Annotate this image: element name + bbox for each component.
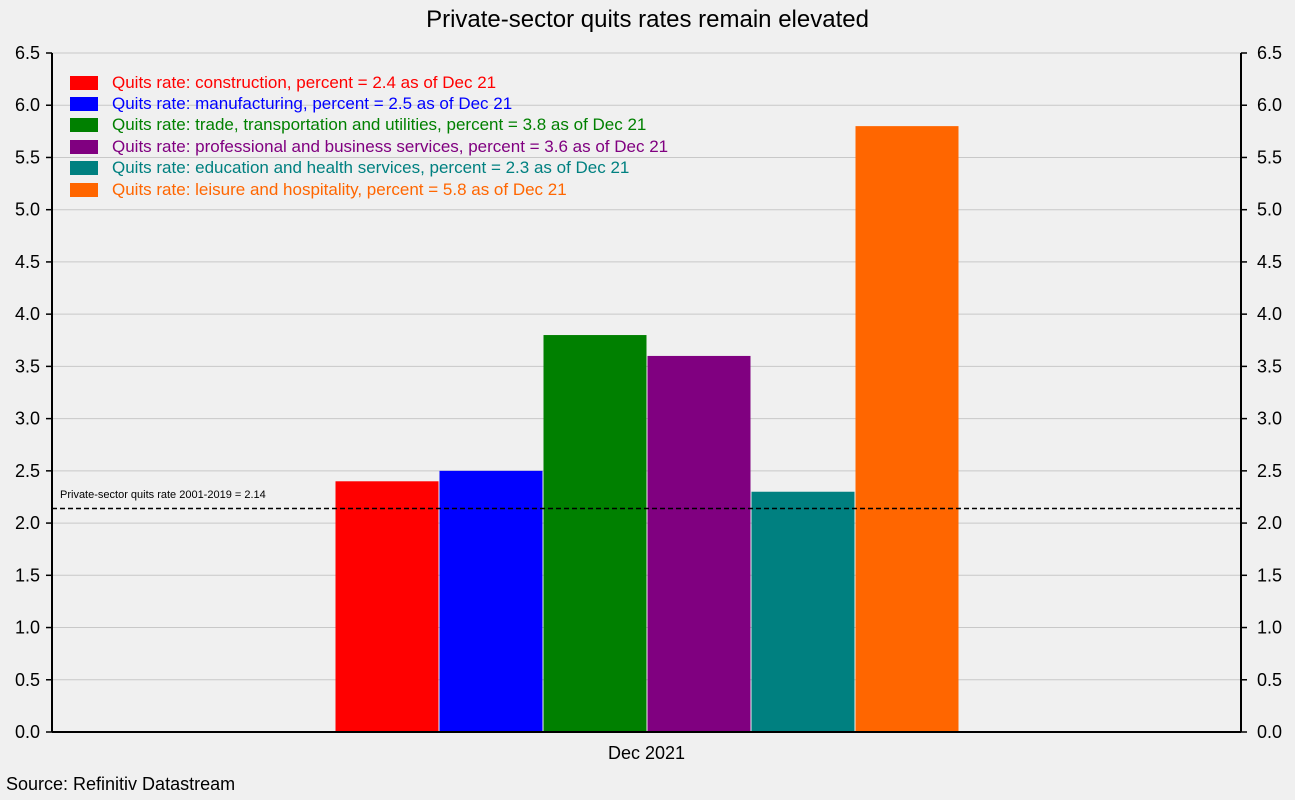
y-axis-right-ticks: 0.0 0.5 1.0 1.5 2.0 2.5 3.0 3.5 4.0 4.5 5.0 5.5 6.0 6…	[1241, 43, 1282, 742]
bar	[751, 491, 855, 732]
bar	[439, 470, 543, 732]
y-tick-label-left: 1.0	[15, 618, 40, 638]
y-tick-label-right: 3.5	[1257, 356, 1282, 376]
legend-swatch	[70, 182, 98, 197]
bar	[647, 355, 751, 732]
legend-label: Quits rate: construction, percent = 2.4 …	[112, 72, 497, 92]
reference-line-label: Private-sector quits rate 2001-2019 = 2.…	[60, 489, 266, 501]
y-tick-label-right: 4.0	[1257, 304, 1282, 324]
y-tick-label-right: 0.5	[1257, 670, 1282, 690]
y-tick-label-left: 0.0	[15, 722, 40, 742]
y-axis-left-ticks: 0.0 0.5 1.0 1.5 2.0 2.5 3.0 3.5 4.0 4.5 5.0 5.5 6.0 6…	[15, 43, 52, 742]
legend: Quits rate: construction, percent = 2.4 …	[70, 72, 668, 200]
legend-label: Quits rate: professional and business se…	[112, 136, 669, 156]
y-tick-label-left: 3.0	[15, 409, 40, 429]
legend-swatch	[70, 118, 98, 133]
y-tick-label-left: 0.5	[15, 670, 40, 690]
legend-swatch	[70, 75, 98, 90]
legend-swatch	[70, 161, 98, 176]
y-tick-label-right: 6.0	[1257, 95, 1282, 115]
y-tick-label-right: 3.0	[1257, 409, 1282, 429]
axes	[51, 53, 1242, 733]
chart-title: Private-sector quits rates remain elevat…	[426, 6, 869, 33]
y-tick-label-right: 1.0	[1257, 618, 1282, 638]
legend-item: Quits rate: construction, percent = 2.4 …	[70, 72, 668, 93]
y-tick-label-left: 5.0	[15, 200, 40, 220]
y-tick-label-right: 2.5	[1257, 461, 1282, 481]
y-tick-label-left: 6.0	[15, 95, 40, 115]
y-tick-label-left: 1.5	[15, 565, 40, 585]
y-tick-label-right: 5.5	[1257, 147, 1282, 167]
bar	[335, 481, 439, 732]
y-tick-label-left: 4.5	[15, 252, 40, 272]
legend-label: Quits rate: leisure and hospitality, per…	[112, 179, 567, 199]
legend-item: Quits rate: manufacturing, percent = 2.5…	[70, 93, 668, 114]
legend-label: Quits rate: trade, transportation and ut…	[112, 115, 647, 135]
legend-label: Quits rate: education and health service…	[112, 158, 630, 178]
x-axis-category-label: Dec 2021	[607, 743, 686, 763]
legend-item: Quits rate: trade, transportation and ut…	[70, 115, 668, 136]
bars	[335, 126, 959, 733]
y-tick-label-left: 2.0	[15, 513, 40, 533]
y-tick-label-right: 1.5	[1257, 565, 1282, 585]
y-tick-label-right: 4.5	[1257, 252, 1282, 272]
y-tick-label-left: 4.0	[15, 304, 40, 324]
legend-item: Quits rate: leisure and hospitality, per…	[70, 179, 668, 200]
y-tick-label-right: 5.0	[1257, 200, 1282, 220]
legend-swatch	[70, 97, 98, 112]
y-tick-label-left: 3.5	[15, 356, 40, 376]
y-tick-label-left: 5.5	[15, 147, 40, 167]
legend-item: Quits rate: education and health service…	[70, 158, 668, 179]
bar	[543, 335, 647, 732]
y-tick-label-right: 6.5	[1257, 43, 1282, 63]
source-note: Source: Refinitiv Datastream	[6, 774, 236, 794]
y-tick-label-left: 6.5	[15, 43, 40, 63]
y-tick-label-right: 2.0	[1257, 513, 1282, 533]
legend-label: Quits rate: manufacturing, percent = 2.5…	[112, 94, 513, 114]
legend-swatch	[70, 139, 98, 154]
y-tick-label-right: 0.0	[1257, 722, 1282, 742]
bar	[855, 126, 959, 733]
y-tick-label-left: 2.5	[15, 461, 40, 481]
legend-item: Quits rate: professional and business se…	[70, 136, 668, 157]
